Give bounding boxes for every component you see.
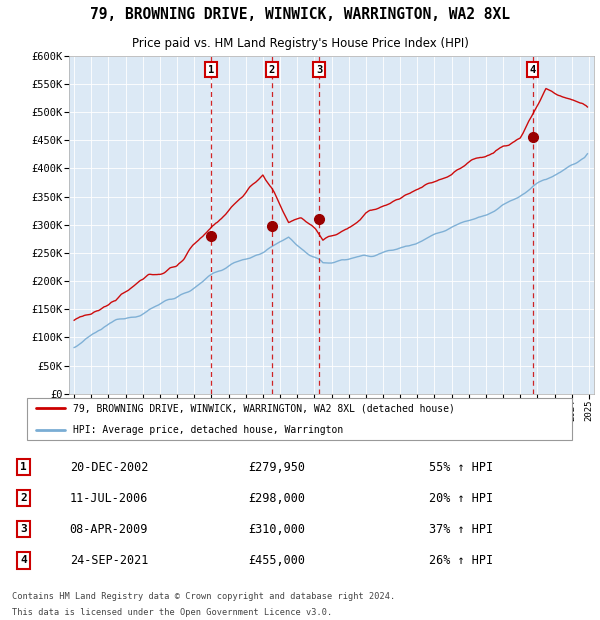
Text: £298,000: £298,000 <box>248 492 305 505</box>
Text: 2: 2 <box>269 65 275 75</box>
Text: 4: 4 <box>20 556 27 565</box>
Text: 1: 1 <box>20 462 27 472</box>
Text: £279,950: £279,950 <box>248 461 305 474</box>
Text: £310,000: £310,000 <box>248 523 305 536</box>
Text: 4: 4 <box>530 65 536 75</box>
Text: 20% ↑ HPI: 20% ↑ HPI <box>430 492 493 505</box>
Text: 24-SEP-2021: 24-SEP-2021 <box>70 554 148 567</box>
Text: 3: 3 <box>316 65 322 75</box>
FancyBboxPatch shape <box>27 398 572 440</box>
Text: 3: 3 <box>20 525 27 534</box>
Text: 26% ↑ HPI: 26% ↑ HPI <box>430 554 493 567</box>
Text: 1: 1 <box>208 65 214 75</box>
Text: 08-APR-2009: 08-APR-2009 <box>70 523 148 536</box>
Text: 37% ↑ HPI: 37% ↑ HPI <box>430 523 493 536</box>
Text: 55% ↑ HPI: 55% ↑ HPI <box>430 461 493 474</box>
Text: Contains HM Land Registry data © Crown copyright and database right 2024.: Contains HM Land Registry data © Crown c… <box>12 592 395 601</box>
Text: 11-JUL-2006: 11-JUL-2006 <box>70 492 148 505</box>
Text: 2: 2 <box>20 494 27 503</box>
Text: Price paid vs. HM Land Registry's House Price Index (HPI): Price paid vs. HM Land Registry's House … <box>131 37 469 50</box>
Text: 20-DEC-2002: 20-DEC-2002 <box>70 461 148 474</box>
Text: HPI: Average price, detached house, Warrington: HPI: Average price, detached house, Warr… <box>73 425 343 435</box>
Text: This data is licensed under the Open Government Licence v3.0.: This data is licensed under the Open Gov… <box>12 608 332 617</box>
Text: £455,000: £455,000 <box>248 554 305 567</box>
Text: 79, BROWNING DRIVE, WINWICK, WARRINGTON, WA2 8XL: 79, BROWNING DRIVE, WINWICK, WARRINGTON,… <box>90 7 510 22</box>
Text: 79, BROWNING DRIVE, WINWICK, WARRINGTON, WA2 8XL (detached house): 79, BROWNING DRIVE, WINWICK, WARRINGTON,… <box>73 404 454 414</box>
